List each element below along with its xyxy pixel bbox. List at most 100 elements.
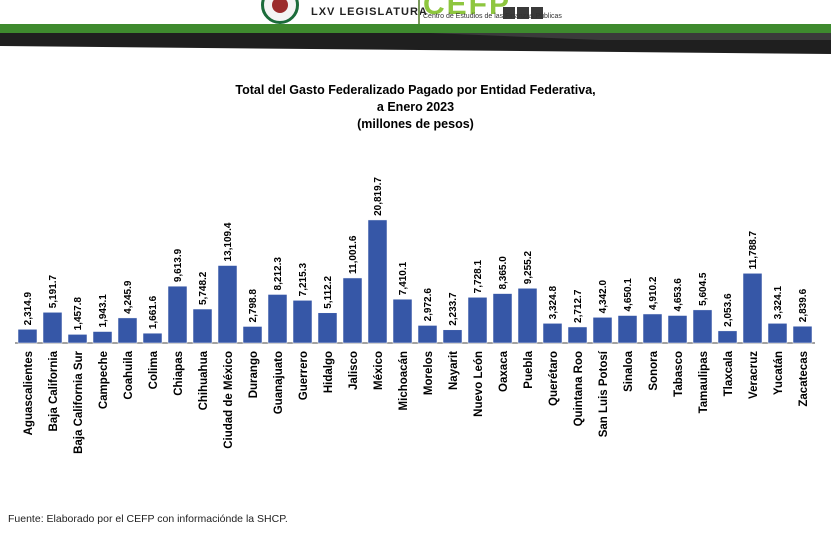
category-label: Guanajuato xyxy=(273,351,285,414)
data-label: 7,410.1 xyxy=(398,261,409,295)
cefp-blocks-icon xyxy=(503,6,545,24)
category-label: Quintana Roo xyxy=(573,351,585,426)
category-label: México xyxy=(373,351,385,390)
bar xyxy=(517,288,538,344)
category-label: Colima xyxy=(148,350,160,389)
data-label: 5,604.5 xyxy=(698,272,709,306)
category-label: Ciudad de México xyxy=(223,351,235,449)
category-label: Baja California Sur xyxy=(73,350,85,453)
center-name: Centro de Estudios de las Finanzas Públi… xyxy=(423,13,562,20)
bar xyxy=(492,293,513,344)
data-label: 1,661.6 xyxy=(148,295,159,329)
category-label: Sonora xyxy=(648,350,660,390)
chart-title: Total del Gasto Federalizado Pagado por … xyxy=(0,82,831,133)
data-label: 5,748.2 xyxy=(198,271,209,305)
bar xyxy=(392,298,413,344)
category-label: Baja California xyxy=(48,350,60,431)
category-label: Tabasco xyxy=(673,351,685,397)
category-label: Querétaro xyxy=(548,351,560,406)
data-label: 20,819.7 xyxy=(373,177,384,216)
category-label: Nayarit xyxy=(448,351,460,390)
data-label: 4,653.6 xyxy=(673,278,684,312)
bar xyxy=(442,329,463,344)
data-label: 7,215.3 xyxy=(298,263,309,297)
data-label: 1,943.1 xyxy=(98,294,109,328)
data-label: 2,712.7 xyxy=(573,289,584,323)
bar xyxy=(642,313,663,344)
bar xyxy=(17,329,38,344)
category-label: Coahuila xyxy=(123,350,135,399)
data-label: 11,001.6 xyxy=(348,235,359,274)
category-label: Chihuahua xyxy=(198,350,210,410)
data-label: 9,613.9 xyxy=(173,248,184,282)
data-label: 3,324.8 xyxy=(548,286,559,320)
category-label: Aguascalientes xyxy=(23,351,35,435)
bar xyxy=(42,312,63,344)
bar xyxy=(292,300,313,344)
category-label: Puebla xyxy=(523,350,535,388)
chart-title-line-2: a Enero 2023 xyxy=(376,100,455,114)
bar-chart: 2,314.9 Aguascalientes 5,191.7 Baja Califor… xyxy=(15,177,815,454)
bar xyxy=(317,312,338,344)
data-label: 11,788.7 xyxy=(748,231,759,270)
category-label: Durango xyxy=(248,351,260,398)
legislature-label: LXV LEGISLATURA xyxy=(311,6,428,18)
bar xyxy=(242,326,263,344)
category-label: Sinaloa xyxy=(623,350,635,392)
category-label: Tamaulipas xyxy=(698,351,710,413)
data-label: 4,910.2 xyxy=(648,276,659,310)
bar xyxy=(142,332,163,344)
logo-area: LXV LEGISLATURA CEFP Centro de Estudios … xyxy=(255,0,595,26)
data-label: 2,314.9 xyxy=(23,292,34,326)
logo-divider xyxy=(418,0,420,24)
data-label: 7,728.1 xyxy=(473,260,484,294)
category-label: Campeche xyxy=(98,351,110,409)
data-label: 2,053.6 xyxy=(723,293,734,327)
bar xyxy=(167,285,188,344)
bar xyxy=(542,323,563,344)
data-label: 4,245.9 xyxy=(123,280,134,314)
category-label: Zacatecas xyxy=(798,351,810,407)
bar xyxy=(67,334,88,344)
category-label: Guerrero xyxy=(298,351,310,400)
data-label: 8,365.0 xyxy=(498,256,509,290)
data-label: 4,342.0 xyxy=(598,280,609,314)
chart-title-line-3: (millones de pesos) xyxy=(357,117,474,131)
bar xyxy=(567,326,588,344)
category-label: Oaxaca xyxy=(498,350,510,392)
bar xyxy=(267,294,288,344)
bar xyxy=(617,315,638,344)
header-band xyxy=(0,24,831,54)
category-label: Jalisco xyxy=(348,351,360,390)
data-label: 5,112.2 xyxy=(323,276,334,309)
data-label: 9,255.2 xyxy=(523,250,534,284)
bar xyxy=(742,273,763,344)
data-label: 2,839.6 xyxy=(798,288,809,322)
page-header: LXV LEGISLATURA CEFP Centro de Estudios … xyxy=(0,0,831,66)
bar xyxy=(342,277,363,344)
bar xyxy=(592,317,613,344)
data-label: 5,191.7 xyxy=(48,275,59,309)
category-label: Tlaxcala xyxy=(723,350,735,396)
bar xyxy=(117,317,138,344)
data-label: 13,109.4 xyxy=(223,222,234,261)
category-label: Nuevo León xyxy=(473,351,485,417)
cefp-logo: CEFP xyxy=(423,0,512,21)
category-label: Veracruz xyxy=(748,351,760,399)
category-label: Michoacán xyxy=(398,351,410,410)
data-label: 8,212.3 xyxy=(273,257,284,291)
bar xyxy=(92,331,113,344)
category-label: Morelos xyxy=(423,351,435,395)
category-label: Chiapas xyxy=(173,351,185,396)
bar xyxy=(417,325,438,344)
data-label: 3,324.1 xyxy=(773,286,784,320)
bar xyxy=(667,315,688,344)
chart-title-line-1: Total del Gasto Federalizado Pagado por … xyxy=(235,83,596,97)
bar xyxy=(692,309,713,344)
category-label: Yucatán xyxy=(773,351,785,395)
data-label: 2,233.7 xyxy=(448,292,459,326)
data-label: 1,457.8 xyxy=(73,297,84,331)
bar xyxy=(767,323,788,344)
bar xyxy=(717,330,738,344)
data-label: 2,798.8 xyxy=(248,289,259,323)
